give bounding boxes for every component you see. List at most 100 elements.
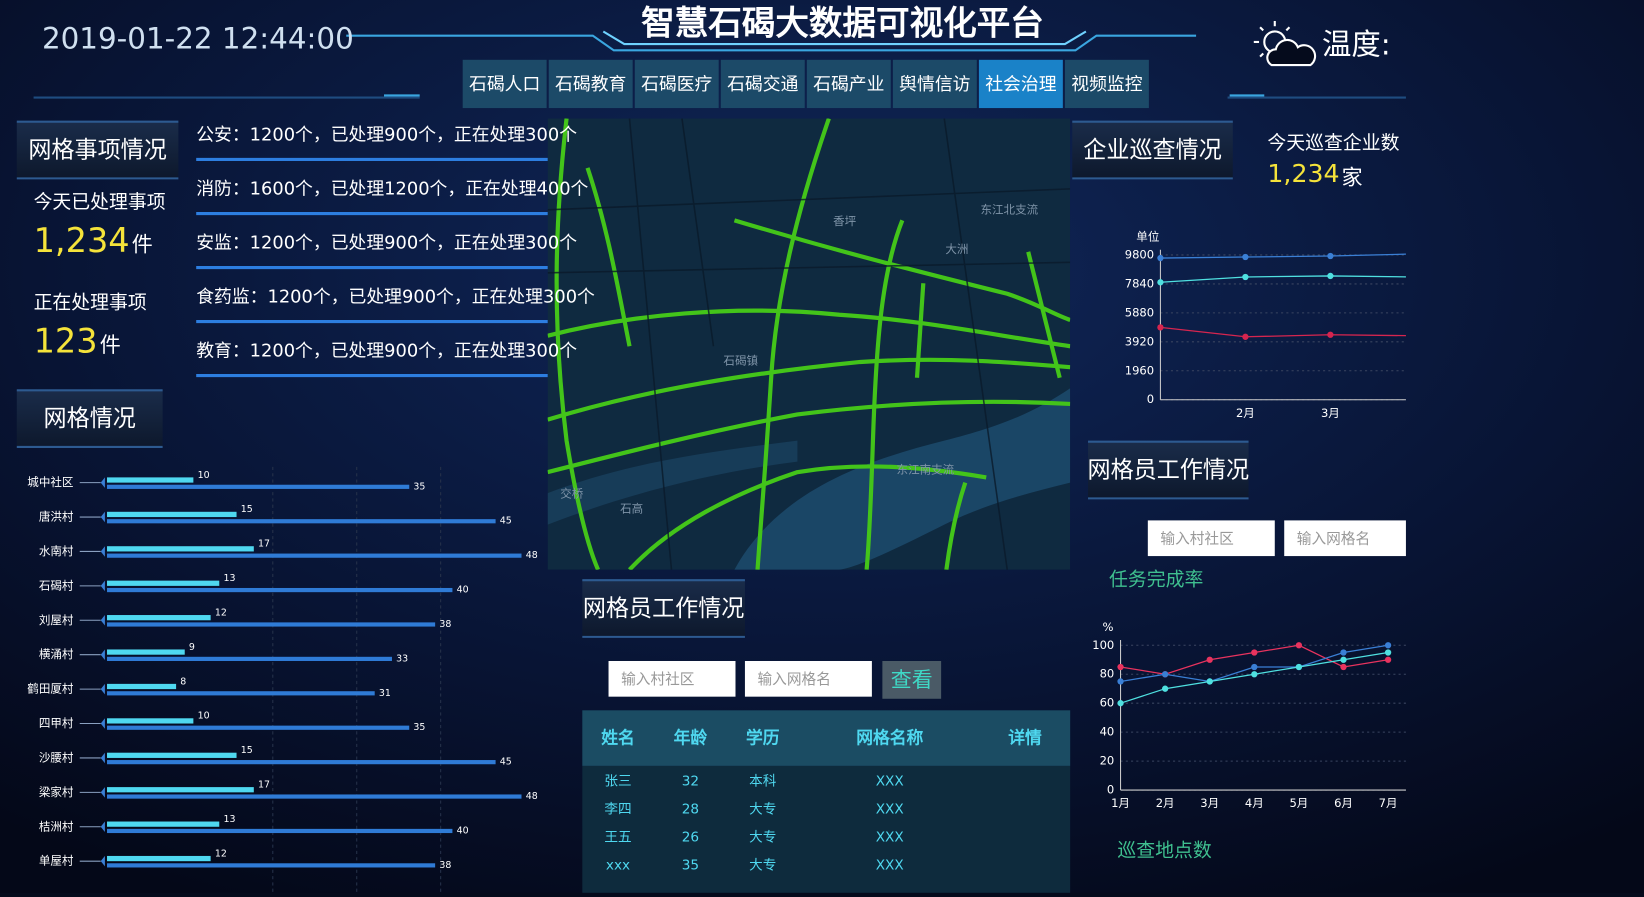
- section-box: [582, 580, 745, 637]
- line-point: [1295, 642, 1303, 649]
- table-cell: 28: [682, 802, 699, 818]
- table-header-bg: [582, 710, 1071, 766]
- y-tick-label: 四甲村: [39, 716, 74, 730]
- line-point: [1117, 678, 1124, 685]
- weather-label: 温度:: [1322, 28, 1391, 62]
- x-tick-label: 4月: [1245, 796, 1264, 810]
- text-input[interactable]: [608, 660, 736, 697]
- line-point: [1327, 272, 1334, 280]
- stat-unit: 家: [1342, 165, 1363, 189]
- nav-tab-label: 石碣产业: [813, 74, 884, 95]
- axis-marker: [100, 477, 105, 488]
- nav-tab[interactable]: [1064, 59, 1149, 109]
- chart-title: 任务完成率: [1109, 569, 1203, 591]
- bar-value-label: 10: [198, 470, 210, 481]
- bar: [107, 615, 211, 621]
- axis-marker: [100, 752, 105, 764]
- section-title: 网格员工作情况: [1088, 458, 1250, 484]
- bar-value-label: 33: [396, 653, 408, 664]
- axis-marker: [100, 855, 105, 867]
- nav-tab[interactable]: [892, 59, 977, 109]
- axis-marker: [100, 511, 105, 523]
- x-tick-label: 6月: [1334, 796, 1353, 810]
- text-input[interactable]: [1147, 520, 1275, 557]
- table-cell: 李四: [604, 802, 631, 818]
- line-point: [1157, 324, 1164, 331]
- bar-value-label: 48: [526, 550, 538, 561]
- x-tick-label: 7月: [1379, 796, 1398, 810]
- nav-tab[interactable]: [720, 59, 805, 109]
- bar-value-label: 12: [215, 607, 227, 618]
- section-title: 企业巡查情况: [1083, 138, 1221, 164]
- bar: [107, 656, 392, 661]
- section-box: [1088, 441, 1249, 499]
- y-tick-label: 梁家村: [39, 785, 74, 799]
- nav-tab[interactable]: [978, 59, 1063, 109]
- y-tick-label: 100: [1092, 638, 1114, 652]
- y-tick-label: 横涌村: [39, 647, 74, 661]
- bar: [107, 553, 522, 558]
- bar-value-label: 40: [457, 825, 469, 836]
- y-tick-label: 1960: [1125, 363, 1154, 377]
- line-point: [1327, 331, 1334, 338]
- bar-value-label: 10: [198, 711, 210, 722]
- text-input[interactable]: [744, 660, 872, 697]
- issue-item: 安监：1200个，已处理900个，正在处理300个: [196, 232, 577, 253]
- bar: [107, 546, 254, 552]
- stat-label: 今天已处理事项: [34, 191, 166, 213]
- bar: [107, 863, 436, 868]
- y-tick-label: 0: [1107, 783, 1114, 797]
- bar: [107, 477, 194, 483]
- table-cell: 张三: [604, 774, 631, 790]
- stat-value: 1,234: [34, 221, 130, 260]
- line-point: [1251, 649, 1258, 656]
- y-tick-label: 城中社区: [27, 475, 73, 489]
- nav-tab[interactable]: [634, 59, 719, 109]
- bar-value-label: 13: [223, 573, 235, 584]
- axis-marker: [100, 546, 105, 557]
- section-label: 巡查地点数: [1117, 839, 1211, 861]
- search-button[interactable]: [882, 660, 942, 699]
- line-point: [1384, 642, 1392, 649]
- section-title: 网格事项情况: [28, 138, 166, 164]
- bar: [107, 760, 496, 765]
- bar: [107, 580, 220, 586]
- bar: [107, 691, 375, 696]
- table-cell: XXX: [876, 858, 904, 874]
- section-title: 网格员工作情况: [583, 596, 745, 622]
- line-point: [1242, 273, 1249, 281]
- line-point: [1206, 678, 1213, 685]
- table-cell: 大专: [749, 830, 776, 846]
- nav-tab[interactable]: [462, 59, 547, 109]
- table-cell: 26: [682, 830, 699, 846]
- datetime: 2019-01-22 12:44:00: [42, 21, 354, 55]
- nav-tab-label: 石碣人口: [469, 74, 540, 95]
- bar: [107, 519, 496, 524]
- nav-tab-label: 视频监控: [1071, 74, 1142, 95]
- table-cell: 35: [682, 858, 699, 874]
- line-point: [1161, 685, 1169, 692]
- nav-tab[interactable]: [548, 59, 633, 109]
- y-tick-label: 40: [1100, 725, 1115, 739]
- axis-marker: [100, 787, 105, 798]
- map-label: 香坪: [833, 214, 857, 228]
- line-point: [1157, 279, 1164, 286]
- bar: [107, 752, 237, 758]
- nav-tab[interactable]: [806, 59, 891, 109]
- line-point: [1340, 649, 1347, 656]
- line-point: [1161, 671, 1169, 678]
- map: [547, 118, 1071, 570]
- bar-value-label: 45: [500, 516, 512, 527]
- map-label: 东江南支流: [897, 463, 955, 477]
- text-input[interactable]: [1284, 520, 1406, 557]
- axis-marker: [100, 649, 105, 660]
- header-decor: [33, 30, 1406, 99]
- line-series: [1160, 326, 1406, 338]
- line-point: [1251, 671, 1258, 678]
- y-axis-unit: 单位: [1136, 230, 1160, 244]
- line-series: [1160, 253, 1406, 259]
- y-tick-label: 石碣村: [39, 578, 74, 592]
- bar: [107, 511, 237, 518]
